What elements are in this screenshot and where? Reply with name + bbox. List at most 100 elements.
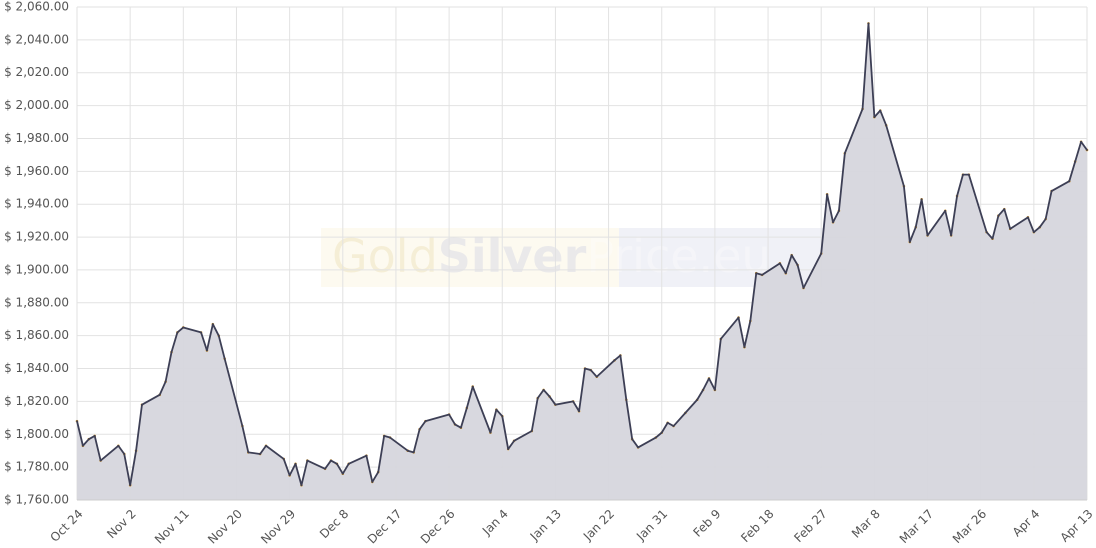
line-segment [371,471,380,483]
y-tick-label: $ 2,040.00 [4,32,69,46]
line-segment [578,367,586,413]
line-segment [82,438,90,447]
line-segment [885,124,905,188]
line-segment [176,326,185,334]
line-segment [300,459,309,487]
line-segment [784,254,793,275]
x-tick-label: Nov 2 [104,507,139,542]
line-segment [465,385,474,409]
line-segment [117,444,126,455]
y-tick-label: $ 1,820.00 [4,394,69,408]
line-segment [944,209,953,237]
line-segment [713,338,722,391]
line-segment [412,428,421,454]
line-segment [637,436,657,449]
x-tick-label: Dec 17 [365,507,405,547]
line-segment [141,393,161,406]
line-segment [536,388,545,400]
line-segment [158,380,167,396]
x-tick-label: Nov 29 [258,507,298,547]
y-tick-label: $ 1,860.00 [4,328,69,342]
line-segment [660,421,669,434]
line-segment [282,458,291,477]
line-segment [985,231,994,240]
x-tick-label: Mar 8 [849,507,883,541]
line-segment [684,398,699,414]
line-segment [507,439,515,450]
line-segment [99,444,120,462]
x-tick-label: Jan 13 [527,507,564,544]
line-segment [737,316,746,349]
line-segment [87,435,96,441]
line-segment [1032,226,1041,234]
x-tick-label: Apr 13 [1058,507,1096,545]
line-segment [76,420,84,447]
x-tick-label: Nov 11 [152,507,192,547]
line-segment [956,173,964,197]
y-tick-label: $ 2,060.00 [4,0,69,14]
y-tick-label: $ 1,920.00 [4,230,69,244]
y-tick-label: $ 1,840.00 [4,361,69,375]
line-segment [613,354,622,362]
y-tick-label: $ 2,000.00 [4,98,69,112]
line-segment [749,272,758,322]
line-segment [625,398,634,441]
line-segment [341,462,350,475]
line-segment [170,331,179,354]
line-segment [294,462,303,487]
line-segment [755,272,764,276]
line-segment [288,462,297,477]
line-segment [347,454,368,465]
line-segment [920,198,929,237]
line-segment [471,385,492,434]
line-segment [1038,218,1047,229]
line-segment [377,435,386,473]
line-segment [666,421,675,427]
y-tick-label: $ 1,780.00 [4,460,69,474]
x-tick-label: Feb 27 [791,507,829,545]
line-segment [206,323,214,352]
line-segment [1003,208,1012,230]
line-segment [903,185,911,243]
line-segment [908,226,917,243]
line-segment [489,408,498,434]
line-segment [997,208,1006,217]
y-tick-label: $ 1,880.00 [4,295,69,309]
line-segment [838,152,846,212]
line-segment [867,22,876,119]
line-segment [926,209,947,237]
y-tick-label: $ 1,940.00 [4,197,69,211]
y-tick-label: $ 1,760.00 [4,493,69,507]
line-segment [1044,190,1053,220]
y-tick-label: $ 1,800.00 [4,427,69,441]
line-segment [223,357,244,427]
line-segment [389,436,409,452]
x-tick-label: Apr 4 [1010,507,1043,540]
line-segment [530,397,539,432]
line-segment [790,254,799,266]
x-tick-label: Mar 26 [950,507,989,546]
y-tick-label: $ 1,980.00 [4,131,69,145]
line-segment [335,462,344,475]
line-segment [513,430,533,442]
line-segment [879,109,888,127]
x-tick-label: Feb 18 [738,507,776,545]
line-segment [873,109,882,119]
line-segment [1068,160,1077,183]
y-tick-label: $ 2,020.00 [4,65,69,79]
line-segment [265,444,285,460]
line-segment [460,407,468,429]
line-segment [324,459,332,470]
line-segment [501,415,510,450]
line-segment [1009,216,1029,230]
x-tick-label: Jan 22 [580,507,617,544]
line-segment [796,264,805,289]
line-segment [761,262,781,276]
line-segment [129,449,137,487]
line-segment [861,22,870,110]
line-segment [696,388,704,401]
line-segment [654,431,663,439]
x-tick-label: Dec 26 [418,507,458,547]
line-segment [950,195,958,237]
